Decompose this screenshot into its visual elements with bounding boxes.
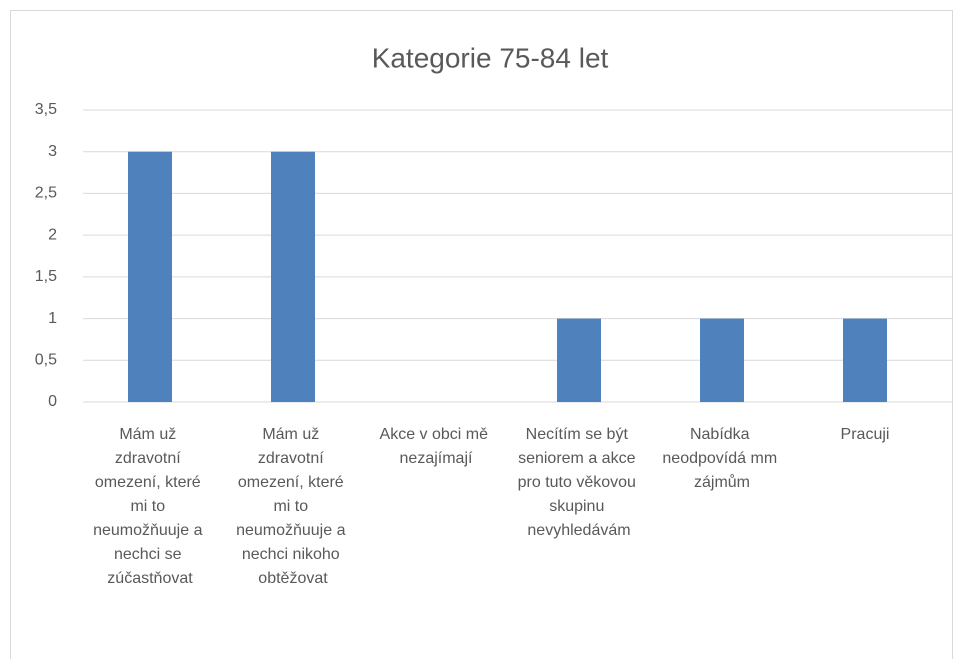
y-tick-label: 1,5 (35, 268, 57, 285)
bar (843, 318, 887, 402)
bar (557, 318, 601, 402)
bar (700, 318, 744, 402)
x-tick-label: Mám už zdravotní omezení, které mi to ne… (93, 426, 207, 587)
y-tick-label: 2,5 (35, 185, 57, 202)
y-tick-label: 1 (48, 310, 57, 327)
y-tick-label: 3,5 (35, 101, 57, 118)
y-tick-label: 0 (48, 393, 57, 410)
y-tick-label: 0,5 (35, 352, 57, 369)
y-tick-label: 2 (48, 226, 57, 243)
x-tick-label: Pracuji (841, 426, 890, 443)
x-tick-label: Akce v obci mě nezajímají (380, 426, 493, 467)
bar (271, 151, 315, 402)
bar (128, 151, 172, 402)
chart-title: Kategorie 75-84 let (372, 42, 609, 73)
x-tick-label: Mám už zdravotní omezení, které mi to ne… (236, 426, 350, 587)
x-tick-label: Necítím se být seniorem a akce pro tuto … (518, 426, 641, 539)
x-tick-label: Nabídka neodpovídá mm zájmům (662, 426, 781, 491)
y-tick-label: 3 (48, 143, 57, 160)
